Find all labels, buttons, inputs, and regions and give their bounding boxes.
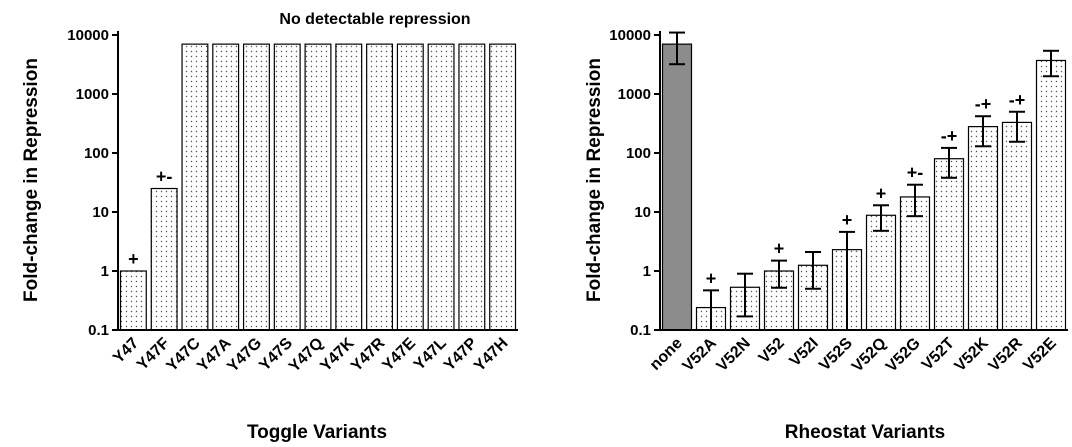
rheostat-variants-chart: Fold-change in Repression Rheostat Varia… [584, 27, 1068, 443]
bar [427, 43, 455, 331]
bar [865, 214, 897, 331]
category-label: Y47H [471, 335, 511, 375]
category-label: V52K [952, 334, 993, 375]
y-tick-label: 10000 [67, 27, 109, 44]
sign-label: + [774, 239, 785, 259]
y-tick-label: 100 [626, 145, 651, 162]
bar [661, 43, 693, 331]
category-label: V52N [714, 335, 754, 375]
bar [967, 126, 999, 331]
y-tick-label: 1000 [76, 86, 109, 103]
bar [119, 270, 147, 331]
category-label: Y47Q [286, 335, 327, 376]
category-label: V52G [883, 335, 924, 376]
category-label: V52E [1020, 335, 1060, 375]
bar [273, 43, 301, 331]
bar [458, 43, 486, 331]
bar [212, 43, 240, 331]
y-axis-title: Fold-change in Repression [584, 58, 605, 302]
sign-label: + [876, 183, 887, 203]
bar [396, 43, 424, 331]
y-tick-label: 1 [643, 263, 651, 280]
y-tick-label: 100 [84, 145, 109, 162]
category-label: Y47G [224, 335, 265, 376]
y-tick-label: 0.1 [88, 322, 109, 339]
category-label: V52S [816, 335, 856, 375]
y-tick-label: 10000 [609, 27, 651, 44]
chart-annotation: No detectable repression [279, 11, 470, 28]
category-label: Y47C [163, 334, 204, 375]
category-label: V52T [919, 335, 958, 374]
bar [242, 43, 270, 331]
sign-label: +- [907, 163, 924, 183]
bar [1035, 59, 1067, 331]
y-tick-label: 10 [634, 204, 651, 221]
category-label: none [647, 335, 686, 374]
bar [181, 43, 209, 331]
sign-label: + [706, 268, 717, 288]
y-axis-title: Fold-change in Repression [21, 58, 42, 302]
category-label: Y47L [411, 335, 450, 374]
sign-label: +- [156, 167, 173, 187]
y-tick-label: 0.1 [630, 322, 651, 339]
toggle-variants-chart: Fold-change in Repression Toggle Variant… [21, 11, 518, 443]
category-label: V52I [787, 335, 822, 370]
bar [335, 43, 363, 331]
y-tick-label: 1 [101, 263, 109, 280]
category-label: Y47R [348, 334, 389, 375]
category-label: V52A [680, 334, 721, 375]
sign-label: -+ [941, 126, 958, 146]
x-axis-title: Toggle Variants [247, 422, 387, 443]
bar [933, 158, 965, 331]
category-label: Y47P [441, 335, 481, 375]
bar [304, 43, 332, 331]
y-tick-label: 10 [92, 204, 109, 221]
sign-label: -+ [975, 94, 992, 114]
bar [366, 43, 394, 331]
y-tick-label: 1000 [618, 86, 651, 103]
category-label: Y47E [379, 335, 419, 375]
sign-label: -+ [1009, 90, 1026, 110]
category-label: Y47K [317, 334, 358, 375]
sign-label: + [128, 249, 139, 269]
category-label: V52 [756, 335, 788, 367]
bar [489, 43, 517, 331]
category-label: V52Q [849, 335, 890, 376]
bar [150, 187, 178, 331]
bar [1001, 121, 1033, 331]
sign-label: + [842, 210, 853, 230]
x-axis-title: Rheostat Variants [785, 422, 946, 443]
category-label: V52R [986, 334, 1027, 375]
